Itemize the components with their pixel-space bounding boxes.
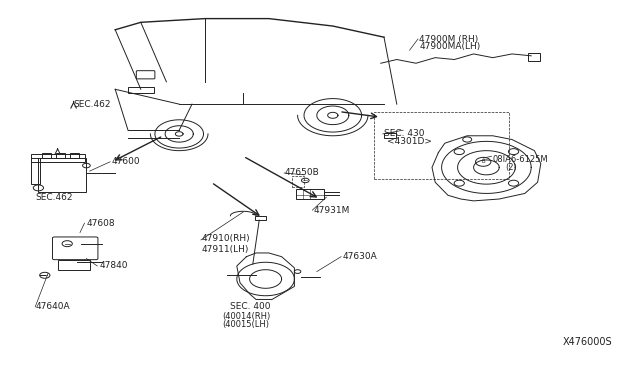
Text: 47911(LH): 47911(LH) xyxy=(202,245,249,254)
Bar xyxy=(384,133,396,138)
Text: 47630A: 47630A xyxy=(342,252,377,261)
Bar xyxy=(70,153,79,158)
Text: B: B xyxy=(481,159,485,164)
Text: SEC.462: SEC.462 xyxy=(74,100,111,109)
Text: 47910(RH): 47910(RH) xyxy=(202,234,250,243)
Text: (40014(RH): (40014(RH) xyxy=(223,312,271,321)
Bar xyxy=(255,216,266,220)
Bar xyxy=(292,176,304,187)
Text: 47600: 47600 xyxy=(112,157,141,166)
Text: SEC.462: SEC.462 xyxy=(35,193,73,202)
Bar xyxy=(528,53,540,61)
Text: (2): (2) xyxy=(506,163,517,172)
Bar xyxy=(31,158,40,184)
Bar xyxy=(296,189,324,199)
Bar xyxy=(38,158,86,192)
Text: 47640A: 47640A xyxy=(35,302,70,311)
Text: <4301D>: <4301D> xyxy=(387,137,432,146)
Text: SEC. 400: SEC. 400 xyxy=(230,302,271,311)
Bar xyxy=(128,87,154,93)
Text: 47900MA(LH): 47900MA(LH) xyxy=(419,42,481,51)
Text: 08IA6-6125M: 08IA6-6125M xyxy=(493,155,548,164)
Bar xyxy=(56,153,65,158)
Text: 47650B: 47650B xyxy=(285,169,319,177)
Bar xyxy=(374,112,509,179)
Text: 47931M: 47931M xyxy=(314,206,350,215)
Text: SEC. 430: SEC. 430 xyxy=(384,129,424,138)
Text: 47608: 47608 xyxy=(86,219,115,228)
Bar xyxy=(58,260,90,270)
Text: 47840: 47840 xyxy=(99,262,128,270)
Bar xyxy=(31,154,85,162)
Text: X476000S: X476000S xyxy=(563,337,613,347)
Bar xyxy=(42,153,51,158)
Text: 47900M (RH): 47900M (RH) xyxy=(419,35,479,44)
Text: (40015(LH): (40015(LH) xyxy=(223,320,269,329)
